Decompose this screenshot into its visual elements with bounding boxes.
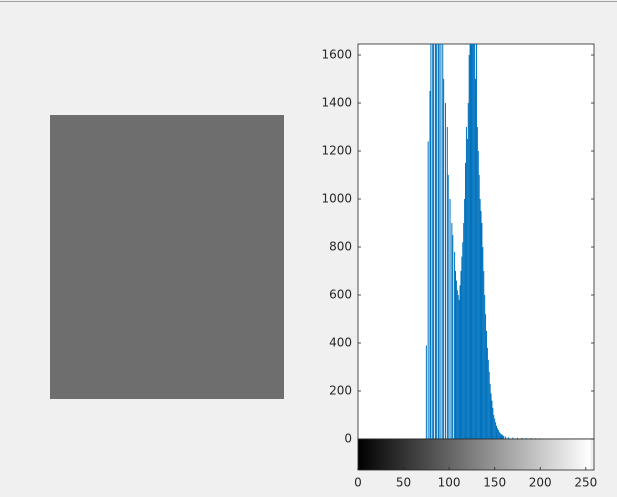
x-tick-label: 100: [438, 476, 461, 490]
y-tick-label: 1200: [321, 144, 352, 158]
y-tick-label: 200: [329, 384, 352, 398]
y-tick-label: 0: [344, 432, 352, 446]
image: [50, 115, 284, 399]
colorbar: [358, 439, 591, 470]
x-tick-label: 0: [354, 476, 362, 490]
y-tick-label: 1600: [321, 48, 352, 62]
y-tick-label: 1000: [321, 192, 352, 206]
x-tick-label: 250: [574, 476, 597, 490]
y-tick-label: 1400: [321, 96, 352, 110]
x-tick-label: 150: [483, 476, 506, 490]
colorbar-frame: [357, 438, 595, 471]
x-tick-label: 200: [529, 476, 552, 490]
x-tick-label: 50: [396, 476, 411, 490]
y-tick-label: 400: [329, 336, 352, 350]
y-tick-label: 600: [329, 288, 352, 302]
y-tick-label: 800: [329, 240, 352, 254]
